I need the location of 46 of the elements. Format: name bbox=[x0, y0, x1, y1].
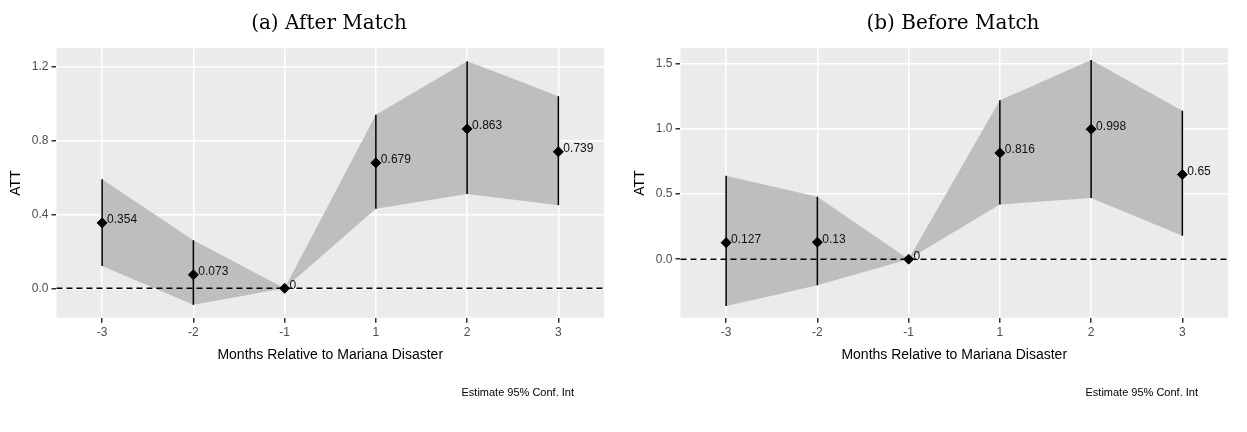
x-tick-label: 2 bbox=[463, 325, 471, 340]
point bbox=[1176, 169, 1188, 181]
x-axis-title: Months Relative to Mariana Disaster bbox=[841, 346, 1068, 363]
data-label: 0.679 bbox=[380, 152, 412, 167]
point bbox=[279, 282, 291, 294]
y-tick-label: 0.0 bbox=[655, 251, 673, 266]
point bbox=[552, 146, 564, 158]
y-tick-label: 1.2 bbox=[31, 58, 49, 73]
x-tick-label: -1 bbox=[279, 325, 291, 340]
x-tick-label: 2 bbox=[1087, 325, 1095, 340]
text: Estimate 95% Conf. Int bbox=[1084, 386, 1199, 398]
data-label: 0.816 bbox=[1004, 142, 1036, 157]
x-tick-label: 3 bbox=[1179, 325, 1187, 340]
y-axis-title: ATT bbox=[631, 169, 648, 196]
chart-title: (a) After Match bbox=[250, 9, 408, 36]
point bbox=[187, 269, 199, 281]
y-axis-title: ATT bbox=[7, 169, 24, 196]
data-label: 0.65 bbox=[1187, 163, 1212, 178]
x-tick-label: 1 bbox=[372, 325, 380, 340]
x-tick-label: -2 bbox=[188, 325, 200, 340]
data-label: 0.998 bbox=[1096, 118, 1127, 133]
x-tick-label: 3 bbox=[555, 325, 563, 340]
x-tick-label: -3 bbox=[720, 325, 732, 340]
y-tick-label: 0.8 bbox=[31, 132, 49, 147]
data-label: 0.13 bbox=[822, 231, 847, 246]
data-label: 0.739 bbox=[563, 141, 594, 156]
chart-title: (b) Before Match bbox=[865, 9, 1041, 36]
y-tick-label: 0.4 bbox=[31, 206, 49, 221]
y-tick-label: 1.5 bbox=[655, 56, 673, 71]
data-label: 0 bbox=[289, 277, 297, 292]
y-tick-label: 0.0 bbox=[31, 280, 49, 295]
data-label: 0.073 bbox=[198, 264, 229, 279]
x-tick-label: -3 bbox=[96, 325, 108, 340]
x-tick-label: -1 bbox=[903, 325, 915, 340]
point bbox=[811, 236, 823, 248]
text: Estimate 95% Conf. Int bbox=[460, 386, 575, 398]
y-tick-label: 1.0 bbox=[655, 121, 673, 136]
y-tick-label: 0.5 bbox=[655, 186, 673, 201]
data-label: 0.354 bbox=[107, 212, 138, 227]
data-label: 0 bbox=[913, 248, 921, 263]
x-axis-title: Months Relative to Mariana Disaster bbox=[217, 346, 444, 363]
data-label: 0.127 bbox=[731, 231, 762, 246]
data-label: 0.863 bbox=[472, 118, 503, 133]
point bbox=[903, 253, 915, 265]
x-tick-label: -2 bbox=[812, 325, 824, 340]
x-tick-label: 1 bbox=[996, 325, 1004, 340]
